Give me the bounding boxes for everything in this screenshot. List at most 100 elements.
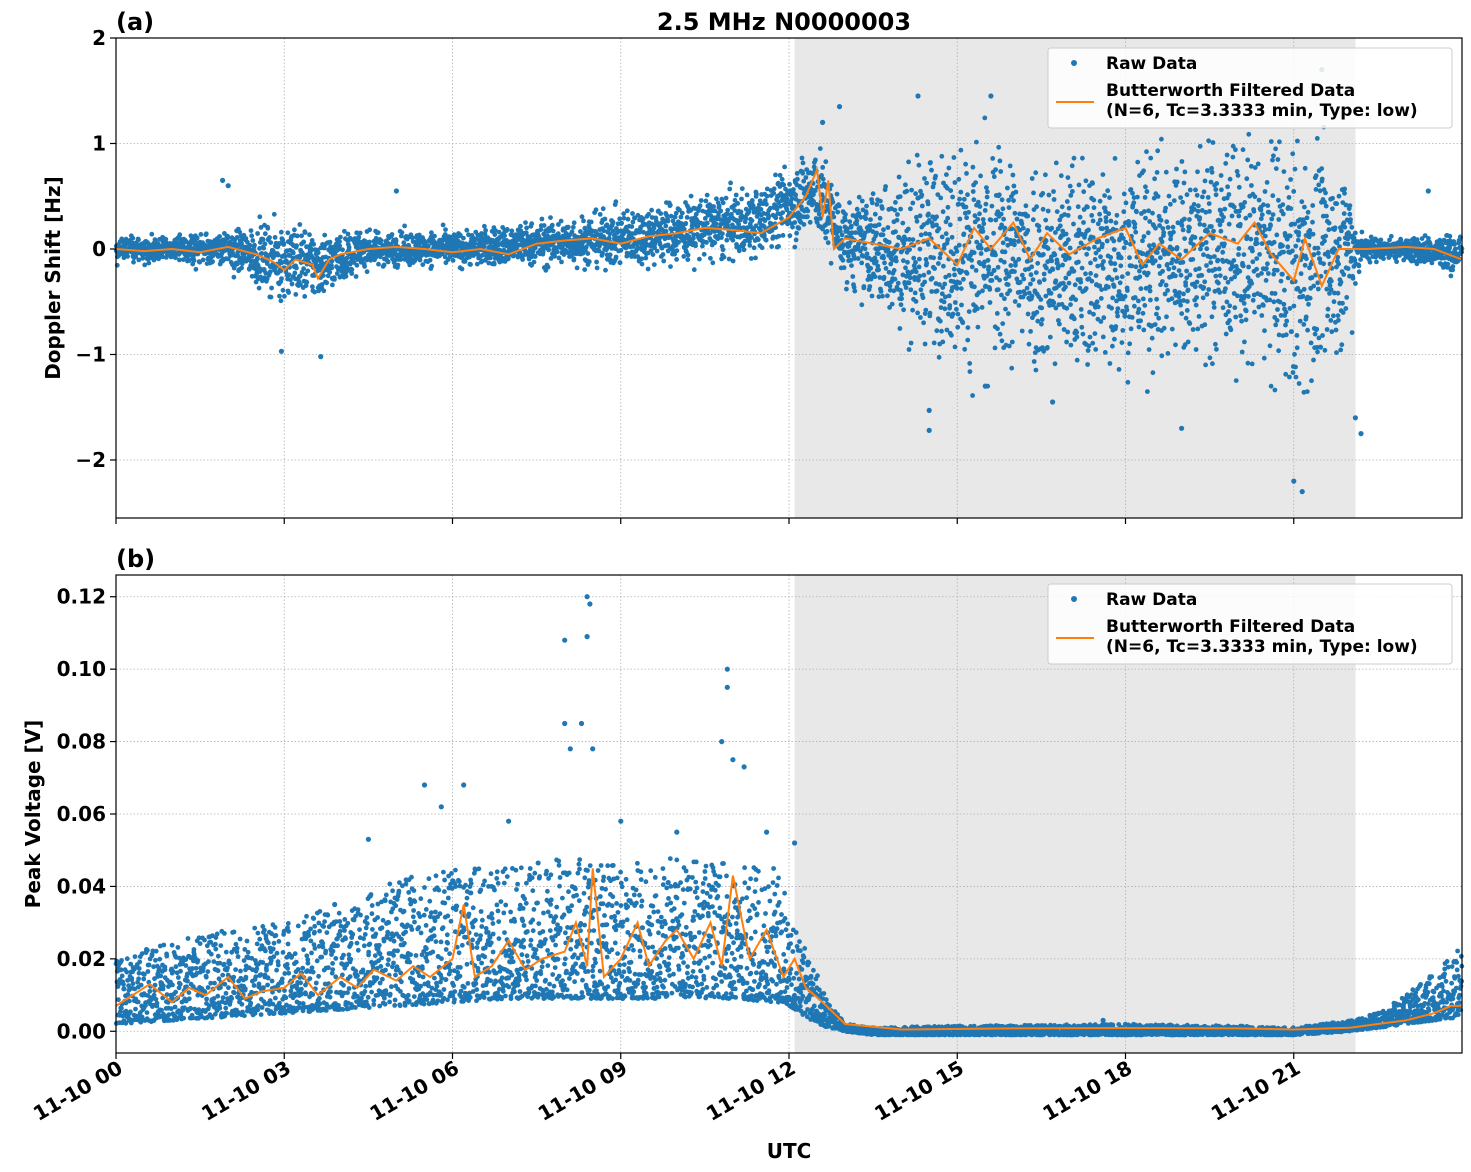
raw-data-point <box>693 243 698 249</box>
raw-data-point <box>651 225 657 231</box>
raw-data-point <box>1281 301 1287 307</box>
raw-data-point <box>1051 197 1057 202</box>
raw-data-point <box>1331 313 1336 319</box>
raw-data-point <box>949 332 954 338</box>
raw-data-point <box>1121 191 1127 197</box>
raw-data-point <box>792 220 798 225</box>
raw-data-point <box>1110 343 1115 349</box>
raw-data-point <box>294 265 299 271</box>
raw-data-point <box>395 262 401 268</box>
raw-data-point <box>643 255 649 261</box>
raw-data-point <box>1227 176 1233 182</box>
raw-data-point <box>879 206 885 211</box>
raw-data-point <box>771 190 777 196</box>
raw-data-point <box>834 191 840 197</box>
raw-data-point <box>805 208 811 214</box>
raw-data-point <box>1211 300 1217 306</box>
raw-data-point <box>1252 165 1258 171</box>
raw-data-point <box>257 214 263 220</box>
raw-data-point <box>639 256 645 262</box>
raw-data-point <box>1154 311 1159 317</box>
raw-data-point <box>1262 227 1268 232</box>
raw-data-point <box>999 292 1004 298</box>
raw-data-point <box>864 203 869 209</box>
raw-data-point <box>891 268 897 273</box>
raw-data-point <box>1065 213 1071 218</box>
raw-data-point <box>1277 139 1282 145</box>
raw-data-point <box>1309 378 1314 384</box>
raw-data-point <box>278 229 284 235</box>
raw-data-point <box>1174 179 1180 185</box>
raw-data-point <box>1115 313 1120 319</box>
raw-data-point <box>619 220 624 226</box>
raw-data-point <box>1182 169 1188 175</box>
raw-data-point <box>1164 314 1169 320</box>
raw-data-point <box>1123 240 1129 246</box>
raw-data-point <box>966 309 972 314</box>
raw-data-point <box>1274 232 1280 238</box>
raw-data-point <box>459 266 465 272</box>
raw-data-point <box>393 238 399 244</box>
raw-data-point <box>947 222 953 228</box>
raw-data-point <box>1336 236 1342 242</box>
raw-data-point <box>1047 334 1053 340</box>
raw-data-point <box>1241 301 1247 306</box>
raw-data-point <box>1051 300 1057 306</box>
raw-data-point <box>307 232 312 238</box>
raw-data-point <box>1109 305 1114 311</box>
raw-data-point <box>907 275 913 281</box>
raw-data-point <box>1006 343 1012 349</box>
raw-data-point <box>1285 244 1291 250</box>
raw-data-point <box>255 256 260 262</box>
raw-data-point <box>958 147 964 153</box>
raw-data-point <box>1163 205 1168 211</box>
raw-data-point <box>1141 168 1146 174</box>
raw-data-point <box>269 285 274 291</box>
raw-data-point <box>903 285 909 290</box>
raw-data-point <box>1311 357 1316 363</box>
raw-data-point <box>1290 151 1296 157</box>
raw-data-point <box>1012 242 1017 248</box>
raw-data-point <box>1208 179 1214 185</box>
raw-data-point <box>304 279 310 285</box>
raw-data-point <box>1193 347 1199 352</box>
raw-data-point <box>1193 187 1198 193</box>
raw-data-point <box>1243 215 1249 221</box>
raw-data-point <box>1218 173 1224 178</box>
raw-data-point <box>1330 195 1335 201</box>
raw-data-point <box>1283 309 1289 315</box>
raw-data-point <box>1307 295 1313 301</box>
raw-data-point <box>1125 350 1131 356</box>
raw-data-point <box>934 328 940 334</box>
raw-data-point <box>491 261 497 267</box>
raw-data-point <box>1154 296 1159 302</box>
raw-data-point <box>881 274 887 280</box>
raw-data-point <box>1009 339 1015 345</box>
raw-data-point <box>1239 349 1245 355</box>
raw-data-point <box>1033 367 1039 373</box>
raw-data-point <box>1204 246 1210 252</box>
raw-data-point <box>1108 255 1114 260</box>
raw-data-point <box>1083 286 1089 291</box>
raw-data-point <box>1268 139 1274 144</box>
raw-data-point <box>292 227 297 233</box>
raw-data-point <box>268 294 274 300</box>
raw-data-point <box>1304 215 1310 221</box>
raw-data-point <box>1110 295 1116 301</box>
raw-data-point <box>1334 201 1340 207</box>
raw-data-point <box>909 187 914 193</box>
raw-data-point <box>464 227 470 233</box>
raw-data-point <box>248 228 254 234</box>
raw-data-point <box>1152 258 1158 264</box>
raw-data-point <box>1190 257 1196 262</box>
raw-data-point <box>481 244 487 250</box>
raw-data-point <box>805 214 810 220</box>
raw-data-point <box>963 161 968 167</box>
raw-data-point <box>1195 208 1201 214</box>
raw-data-point <box>1274 267 1280 273</box>
raw-data-point <box>1352 230 1358 236</box>
raw-data-point <box>1265 261 1270 267</box>
raw-data-point <box>1201 252 1206 258</box>
raw-data-point <box>988 217 994 223</box>
